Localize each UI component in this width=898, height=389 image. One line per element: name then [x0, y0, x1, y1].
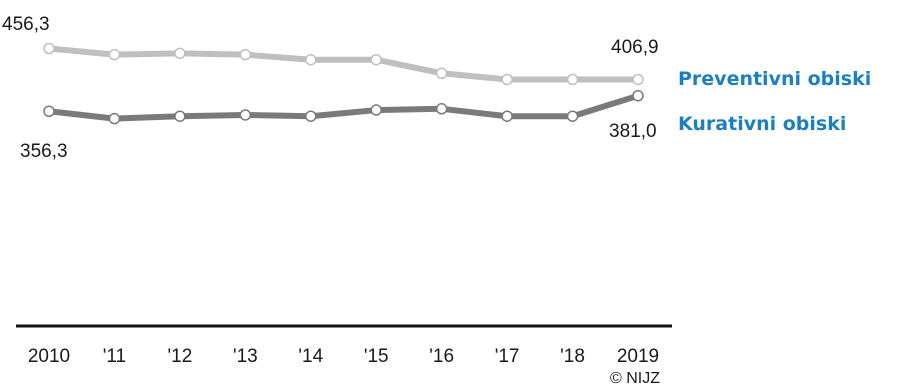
data-label-curative-last: 381,0 [609, 121, 657, 142]
data-point [305, 110, 317, 122]
x-tick-label: '13 [233, 346, 258, 367]
data-label-preventive-first: 456,3 [2, 14, 50, 35]
x-tick-label: '15 [364, 346, 389, 367]
x-tick-label: '11 [103, 346, 126, 367]
x-tick-label: 2010 [28, 346, 70, 367]
x-tick-label: '17 [495, 346, 520, 367]
data-point [305, 53, 317, 66]
data-point [174, 47, 186, 60]
data-point [566, 110, 579, 122]
series-layer [43, 42, 644, 125]
series-label-preventivni: Preventivni obiski [678, 68, 871, 90]
data-point [239, 109, 252, 121]
x-tick-label: '16 [429, 346, 454, 367]
data-point [632, 90, 644, 102]
series-label-kurativni: Kurativni obiski [678, 113, 846, 135]
data-point [239, 48, 252, 61]
data-point [632, 73, 644, 86]
data-point [370, 104, 382, 116]
data-point [370, 53, 382, 66]
x-tick-label: '14 [298, 346, 323, 367]
data-point [435, 103, 448, 115]
data-label-curative-first: 356,3 [20, 141, 68, 162]
x-tick-labels: 2010 '11 '12 '13 '14 '15 '16 '17 '18 2019 [28, 346, 659, 367]
data-point [108, 112, 121, 125]
data-point [566, 73, 579, 86]
data-point [501, 110, 513, 122]
x-tick-label: '12 [168, 346, 193, 367]
data-point [43, 42, 55, 55]
data-labels: 456,3 406,9 356,3 381,0 [2, 14, 659, 162]
series-labels: Preventivni obiski Kurativni obiski [678, 68, 871, 135]
data-point [174, 110, 186, 122]
x-tick-label: '18 [560, 346, 585, 367]
series-line-0 [46, 45, 641, 83]
data-point [501, 73, 513, 86]
data-point [43, 105, 55, 117]
x-tick-label: 2019 [617, 346, 659, 367]
series-line-1 [46, 92, 641, 122]
data-point [435, 67, 448, 80]
copyright-notice: © NIJZ [610, 370, 660, 387]
data-point [108, 48, 121, 61]
data-label-preventive-last: 406,9 [611, 37, 659, 58]
